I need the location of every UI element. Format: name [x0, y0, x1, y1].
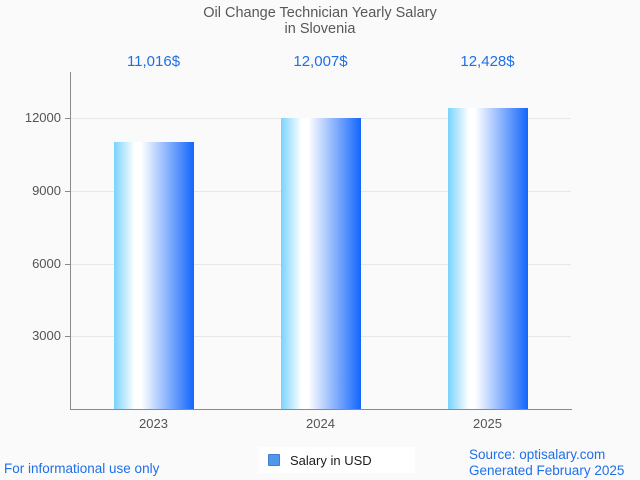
- disclaimer-text: For informational use only: [4, 461, 160, 476]
- y-axis-tick: [65, 264, 70, 265]
- legend-marker-icon: [268, 454, 280, 466]
- bar-2023[interactable]: [113, 142, 194, 409]
- chart-title-line2: in Slovenia: [284, 20, 356, 37]
- legend-item[interactable]: Salary in USD: [259, 447, 415, 473]
- y-axis-tick: [65, 118, 70, 119]
- y-axis-tick: [65, 336, 70, 337]
- source-text: Source: optisalary.com: [469, 447, 606, 462]
- y-axis-tick: [65, 191, 70, 192]
- footer-attribution: Source: optisalary.com Generated Februar…: [469, 447, 624, 478]
- x-axis-label: 2023: [139, 416, 168, 431]
- y-axis-tick-label: 9000: [32, 183, 61, 198]
- bar-2024[interactable]: [280, 118, 361, 409]
- x-axis-label: 2024: [306, 416, 335, 431]
- y-axis-tick-label: 12000: [24, 110, 61, 125]
- bar-value-label: 11,016$: [126, 53, 181, 70]
- y-axis-tick-label: 6000: [32, 256, 61, 271]
- y-axis-tick-label: 3000: [32, 328, 61, 343]
- bar-value-label: 12,007$: [293, 53, 348, 70]
- generated-text: Generated February 2025: [469, 462, 625, 478]
- y-axis-line: [70, 72, 71, 410]
- x-axis-line: [70, 409, 572, 410]
- bar-value-label: 12,428$: [460, 53, 515, 70]
- chart-title: Oil Change Technician Yearly Salary in S…: [0, 5, 640, 37]
- x-axis-label: 2025: [473, 416, 502, 431]
- legend-label: Salary in USD: [290, 452, 372, 468]
- bar-2025[interactable]: [447, 108, 528, 409]
- chart-title-line1: Oil Change Technician Yearly Salary: [203, 5, 437, 21]
